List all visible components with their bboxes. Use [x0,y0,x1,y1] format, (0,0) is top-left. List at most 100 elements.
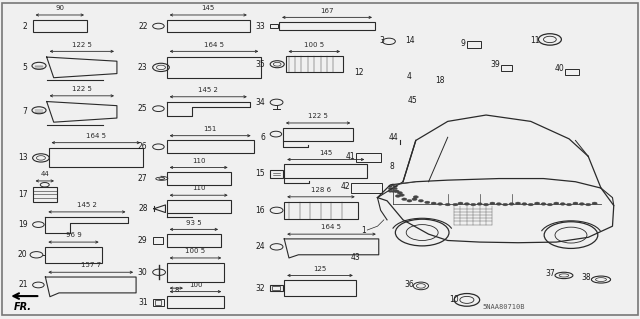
Bar [356,153,381,162]
Bar [270,285,283,291]
Text: 145 2: 145 2 [77,202,97,208]
Text: 100: 100 [189,282,202,288]
Bar [167,57,261,78]
Bar [167,172,230,185]
Text: 110: 110 [192,158,205,164]
Text: 128 6: 128 6 [311,187,331,193]
Circle shape [412,198,417,200]
Text: 45: 45 [408,96,418,105]
Bar [284,202,358,219]
Circle shape [394,188,397,190]
Text: 11: 11 [530,36,540,45]
Text: 44: 44 [40,171,49,177]
Text: 6: 6 [260,133,265,142]
Circle shape [453,203,458,206]
Text: 20: 20 [18,250,28,259]
Circle shape [397,192,403,194]
Text: 157 7: 157 7 [81,263,101,269]
Text: 100 5: 100 5 [186,248,205,254]
Text: FR.: FR. [13,302,31,312]
Text: 3: 3 [379,36,384,45]
Text: 37: 37 [546,269,556,278]
Bar [270,170,283,178]
Text: 31: 31 [138,298,148,307]
Text: 12: 12 [354,68,364,77]
Text: 38: 38 [581,273,591,282]
Circle shape [483,203,488,206]
Text: 18: 18 [436,76,445,85]
Circle shape [496,203,501,205]
Circle shape [425,201,430,204]
Bar [167,263,224,282]
Circle shape [419,199,424,202]
Bar [167,140,253,153]
Text: 122 5: 122 5 [308,113,328,119]
Circle shape [394,190,399,193]
Circle shape [399,194,404,196]
Text: 43: 43 [351,254,360,263]
Bar [351,183,382,193]
Bar [283,128,353,141]
Circle shape [394,186,397,188]
Text: 164 5: 164 5 [321,224,342,230]
Bar [500,65,512,71]
Text: 42: 42 [341,182,351,191]
Bar [33,187,57,202]
Circle shape [413,196,419,198]
Text: 41: 41 [346,152,355,161]
Text: 28: 28 [138,204,148,213]
Text: 26: 26 [138,142,148,151]
Circle shape [388,190,392,192]
Text: 27: 27 [138,174,148,183]
Text: 29: 29 [138,236,148,245]
Text: 122 5: 122 5 [72,86,92,92]
Circle shape [541,203,546,205]
Text: 100 5: 100 5 [304,42,324,48]
Bar [167,234,221,247]
Text: 32: 32 [255,284,265,293]
Bar [167,200,230,213]
Circle shape [458,202,463,204]
Text: 1: 1 [361,226,366,234]
Circle shape [394,190,397,192]
Text: 9: 9 [460,39,465,48]
Circle shape [515,202,520,204]
Text: 34: 34 [255,98,265,107]
Circle shape [586,203,591,206]
Text: 4: 4 [406,72,412,81]
Circle shape [431,202,436,204]
Text: 25: 25 [138,104,148,113]
Bar [279,22,375,30]
Circle shape [566,203,572,206]
Text: 44: 44 [388,133,398,142]
Text: 17: 17 [18,190,28,199]
Circle shape [522,203,527,205]
Text: 39: 39 [490,60,500,69]
Circle shape [445,203,451,206]
Text: 110: 110 [192,185,205,191]
Text: 15: 15 [255,169,265,178]
Bar [167,20,250,33]
Bar [155,300,161,305]
Text: 13: 13 [18,153,28,162]
Text: 21: 21 [18,280,28,289]
Text: 19: 19 [18,220,28,229]
Circle shape [534,202,540,204]
Bar [45,247,102,263]
Text: 145: 145 [202,5,215,11]
Circle shape [502,203,508,206]
Text: 164 5: 164 5 [204,41,224,48]
Circle shape [396,195,401,197]
Text: 40: 40 [555,64,564,73]
Circle shape [509,203,514,205]
Text: 122 5: 122 5 [72,41,92,48]
Circle shape [554,202,559,204]
Text: 24: 24 [255,242,265,251]
Text: 125: 125 [314,266,326,271]
Text: 23: 23 [138,63,148,72]
Text: 14: 14 [406,36,415,45]
Circle shape [391,184,395,186]
Text: 5: 5 [22,63,28,72]
Bar [565,69,579,75]
Circle shape [592,202,597,204]
